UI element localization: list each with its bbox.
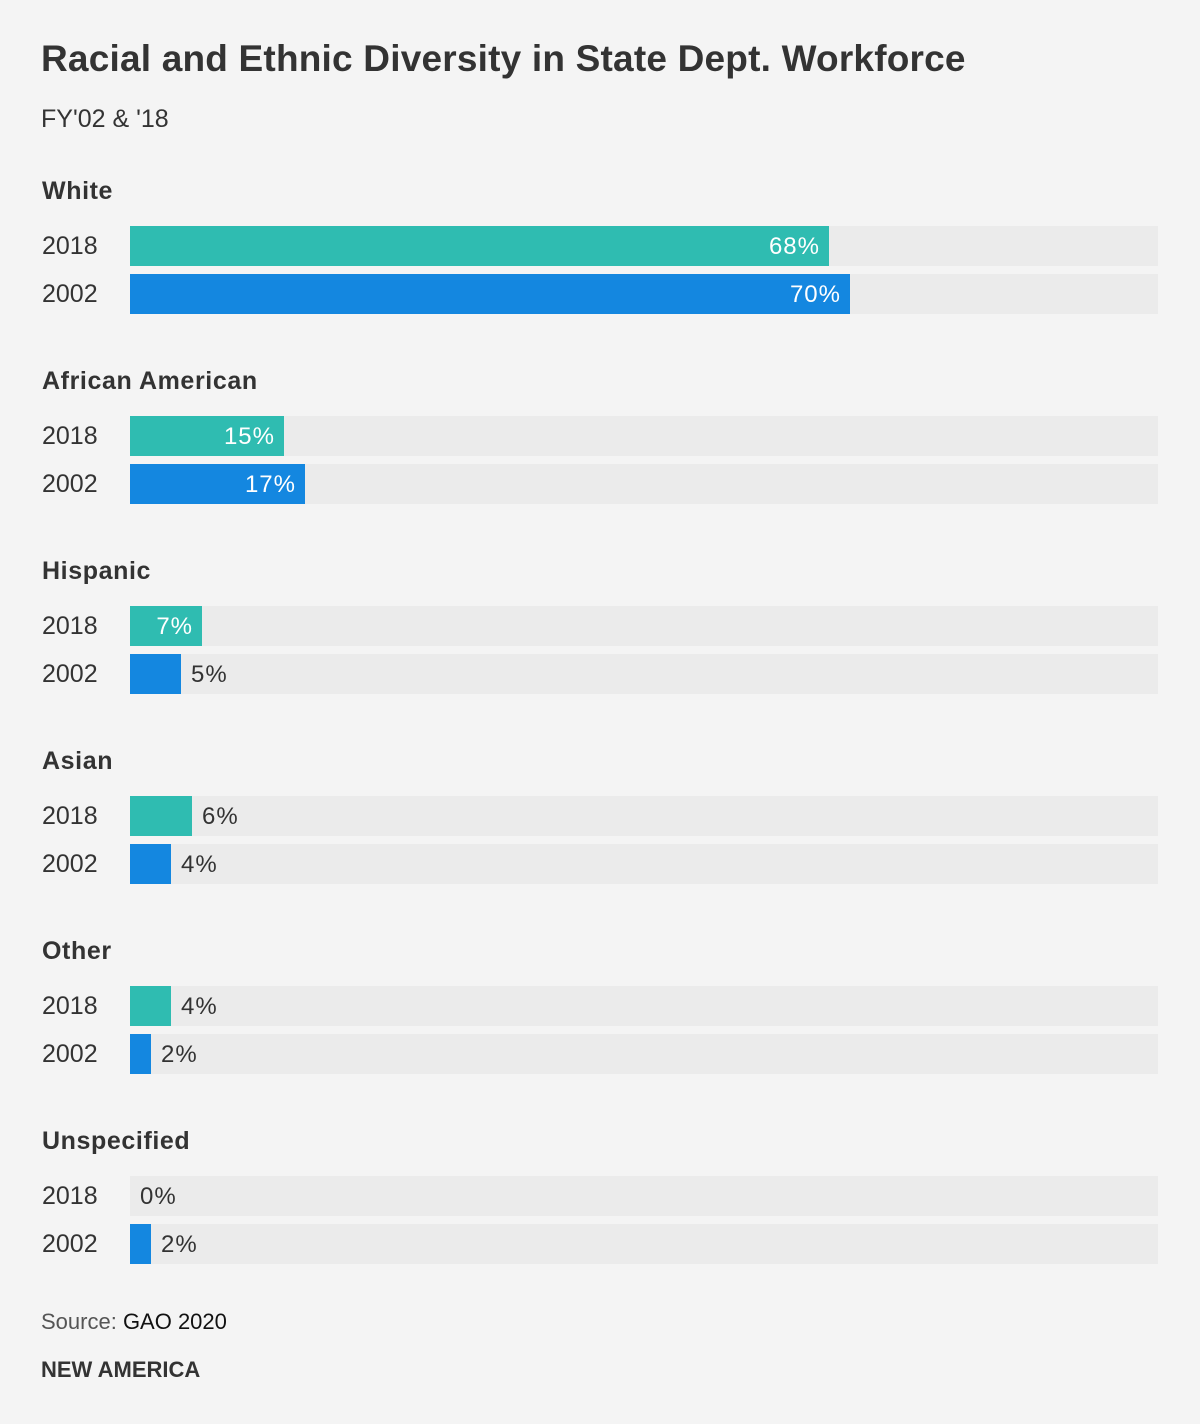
bar-track: 4% [130, 844, 1158, 884]
bar-track: 6% [130, 796, 1158, 836]
bar-other-2018 [130, 986, 171, 1026]
category-group-hispanic: Hispanic 2018 7% 2002 5% [0, 557, 1200, 717]
source-value: GAO 2020 [122, 1309, 227, 1334]
series-label: 2018 [42, 612, 98, 640]
bar-row-asian-2018: 2018 6% [0, 796, 1200, 836]
bar-row-african-american-2002: 2002 17% [0, 464, 1200, 504]
series-label: 2018 [42, 1182, 98, 1210]
series-label: 2002 [42, 280, 98, 308]
series-label: 2002 [42, 470, 98, 498]
bar-track: 2% [130, 1224, 1158, 1264]
chart-title: Racial and Ethnic Diversity in State Dep… [41, 38, 966, 79]
data-label: 4% [181, 993, 218, 1020]
bar-hispanic-2018 [130, 606, 202, 646]
bar-row-hispanic-2018: 2018 7% [0, 606, 1200, 646]
data-label: 68% [768, 233, 820, 260]
data-label: 4% [181, 851, 218, 878]
data-label: 17% [244, 471, 296, 498]
bar-hispanic-2002 [130, 654, 181, 694]
data-label: 0% [140, 1183, 177, 1210]
bar-row-asian-2002: 2002 4% [0, 844, 1200, 884]
bar-african-american-2018 [130, 416, 284, 456]
data-label: 7% [156, 613, 193, 640]
series-label: 2018 [42, 422, 98, 450]
series-label: 2018 [42, 232, 98, 260]
bar-row-white-2002: 2002 70% [0, 274, 1200, 314]
bar-track: 4% [130, 986, 1158, 1026]
data-label: 2% [161, 1231, 198, 1258]
bar-track: 7% [130, 606, 1158, 646]
category-label: Unspecified [42, 1127, 191, 1155]
bar-track: 2% [130, 1034, 1158, 1074]
bar-row-other-2018: 2018 4% [0, 986, 1200, 1026]
data-label: 5% [191, 661, 228, 688]
bar-other-2002 [130, 1034, 151, 1074]
category-group-asian: Asian 2018 6% 2002 4% [0, 747, 1200, 907]
category-label: African American [42, 367, 258, 395]
series-label: 2002 [42, 1230, 98, 1258]
series-label: 2002 [42, 1040, 98, 1068]
bar-track: 17% [130, 464, 1158, 504]
data-label: 6% [202, 803, 239, 830]
bar-row-hispanic-2002: 2002 5% [0, 654, 1200, 694]
bar-row-african-american-2018: 2018 15% [0, 416, 1200, 456]
bar-track: 70% [130, 274, 1158, 314]
bar-row-unspecified-2002: 2002 2% [0, 1224, 1200, 1264]
bar-unspecified-2002 [130, 1224, 151, 1264]
series-label: 2002 [42, 850, 98, 878]
series-label: 2018 [42, 992, 98, 1020]
bar-row-unspecified-2018: 2018 0% [0, 1176, 1200, 1216]
brand-logo-text: NEW AMERICA [41, 1357, 201, 1382]
bar-track: 0% [130, 1176, 1158, 1216]
bar-white-2018 [130, 226, 829, 266]
category-label: Hispanic [42, 557, 151, 585]
data-label: 70% [789, 281, 841, 308]
category-group-unspecified: Unspecified 2018 0% 2002 2% [0, 1127, 1200, 1287]
series-label: 2018 [42, 802, 98, 830]
bar-track: 5% [130, 654, 1158, 694]
category-group-white: White 2018 68% 2002 70% [0, 177, 1200, 337]
chart-subtitle: FY'02 & '18 [41, 105, 169, 133]
data-label: 15% [223, 423, 275, 450]
bar-track: 15% [130, 416, 1158, 456]
bar-african-american-2002 [130, 464, 305, 504]
bar-white-2002 [130, 274, 850, 314]
category-group-african-american: African American 2018 15% 2002 17% [0, 367, 1200, 527]
source-note: Source: GAO 2020 [41, 1309, 227, 1335]
category-group-other: Other 2018 4% 2002 2% [0, 937, 1200, 1097]
bar-row-other-2002: 2002 2% [0, 1034, 1200, 1074]
bar-track: 68% [130, 226, 1158, 266]
source-prefix: Source: [41, 1309, 123, 1334]
bar-asian-2002 [130, 844, 171, 884]
bar-row-white-2018: 2018 68% [0, 226, 1200, 266]
category-label: Other [42, 937, 112, 965]
series-label: 2002 [42, 660, 98, 688]
data-label: 2% [161, 1041, 198, 1068]
bar-asian-2018 [130, 796, 192, 836]
category-label: White [42, 177, 114, 205]
category-label: Asian [42, 747, 114, 775]
